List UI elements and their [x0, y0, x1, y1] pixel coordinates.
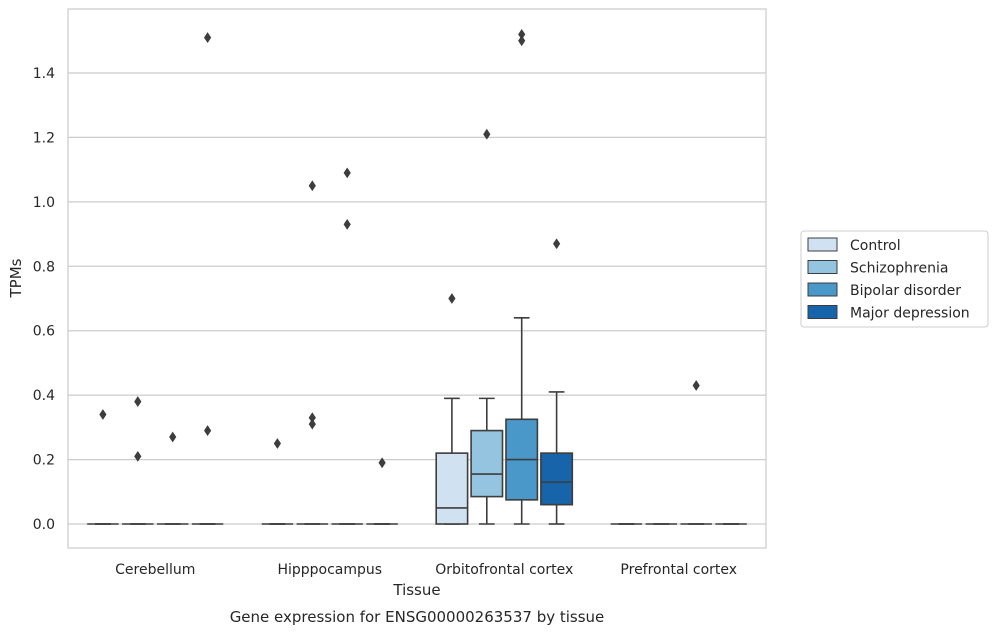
- outlier-point: [343, 219, 351, 230]
- legend-label: Bipolar disorder: [850, 283, 961, 299]
- outlier-point: [169, 431, 177, 443]
- outlier-point: [134, 396, 142, 407]
- box-group: [680, 380, 712, 525]
- outlier-point: [99, 409, 107, 420]
- box-group: [540, 238, 574, 525]
- box-group: [366, 457, 398, 525]
- box-group: [87, 409, 119, 525]
- legend-swatch: [807, 237, 838, 252]
- legend-label: Schizophrenia: [850, 261, 948, 277]
- y-tick-label: 0.0: [33, 517, 55, 533]
- legend-label: Control: [850, 238, 901, 254]
- box-group: [505, 28, 539, 525]
- outlier-point: [483, 128, 491, 140]
- boxes-layer: [87, 28, 747, 525]
- x-axis-label: Tissue: [392, 581, 440, 599]
- x-tick-label: Orbitofrontal cortex: [435, 562, 573, 578]
- outlier-point: [204, 32, 212, 43]
- chart-caption: Gene expression for ENSG00000263537 by t…: [230, 608, 605, 626]
- outlier-point: [378, 457, 386, 469]
- y-axis-label: TPMs: [7, 258, 25, 298]
- outlier-point: [518, 28, 526, 40]
- outlier-point: [692, 380, 700, 391]
- outlier-point: [518, 35, 526, 47]
- legend: Control Schizophrenia Bipolar disorder Majo…: [800, 230, 989, 328]
- x-tick-label: Cerebellum: [115, 562, 195, 578]
- x-tick-label: Prefrontal cortex: [620, 562, 737, 578]
- box-group: [296, 180, 329, 525]
- outlier-point: [308, 418, 316, 430]
- outlier-point: [273, 438, 281, 449]
- outlier-point: [308, 412, 316, 424]
- legend-swatch: [807, 282, 838, 297]
- box-group: [435, 293, 469, 525]
- legend-label: Major depression: [850, 306, 970, 322]
- x-tick-label: Hipppocampus: [277, 562, 382, 578]
- box-group: [261, 438, 294, 525]
- box-group: [331, 167, 363, 525]
- y-tick-label: 0.8: [33, 259, 55, 275]
- box-group: [156, 431, 189, 525]
- y-tick-label: 1.0: [33, 195, 55, 211]
- y-tick-label: 1.4: [33, 66, 55, 82]
- y-tick-label: 0.6: [33, 324, 55, 340]
- y-tick-label: 0.2: [33, 453, 55, 469]
- outlier-point: [308, 180, 316, 192]
- outlier-point: [553, 238, 561, 250]
- legend-swatch: [807, 305, 838, 319]
- outlier-point: [134, 450, 142, 462]
- box-group: [191, 32, 224, 525]
- outlier-point: [343, 167, 351, 179]
- y-tick-label: 1.2: [33, 130, 55, 146]
- y-tick-labels: 0.0 0.2 0.4 0.6 0.8 1.0 1.2 1.4: [33, 66, 55, 533]
- box-group: [122, 396, 154, 525]
- box: [435, 452, 469, 525]
- x-tick-labels: Cerebellum Hipppocampus Orbitofrontal cort…: [115, 562, 737, 578]
- outlier-point: [204, 425, 212, 436]
- box: [540, 452, 574, 506]
- box: [470, 429, 504, 498]
- legend-swatch: [807, 260, 838, 274]
- outlier-point: [448, 293, 456, 304]
- y-tick-label: 0.4: [33, 388, 55, 404]
- plot-frame: [67, 8, 767, 549]
- legend-frame: [800, 230, 989, 328]
- box-group: [470, 128, 504, 525]
